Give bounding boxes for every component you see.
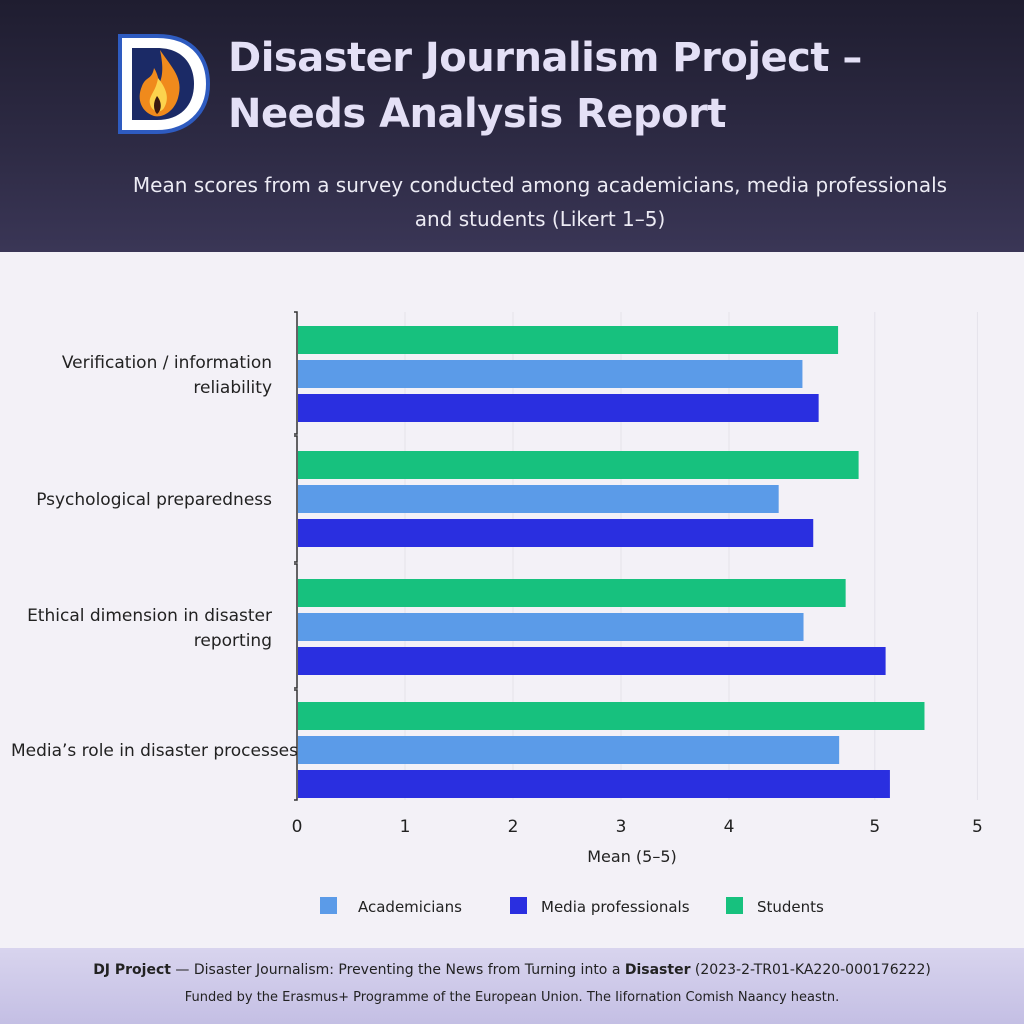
- bar-academicians: [298, 736, 840, 764]
- footer-funding-line: Funded by the Erasmus+ Programme of the …: [184, 990, 840, 1005]
- header-banner: Disaster Journalism Project – Needs Anal…: [0, 0, 1024, 252]
- y-axis-segment: [294, 435, 298, 563]
- footer-project-desc-bold: Disaster: [624, 962, 691, 978]
- y-axis-segment: [294, 563, 298, 689]
- bar-media-professionals: [298, 394, 819, 422]
- legend-swatch-media-professionals: [510, 897, 527, 914]
- page-title: Disaster Journalism Project – Needs Anal…: [228, 30, 862, 142]
- legend-label: Students: [757, 898, 824, 916]
- x-tick-label: 5: [869, 817, 880, 837]
- bar-media-professionals: [298, 647, 886, 675]
- footer-project-code: (2023-2-TR01-KA220-000176222): [690, 962, 931, 978]
- x-axis-label: Mean (5–5): [587, 847, 677, 866]
- x-tick-label: 3: [616, 817, 627, 837]
- category-label: Verification / information: [62, 353, 272, 373]
- footer-project-desc: — Disaster Journalism: Preventing the Ne…: [170, 962, 625, 978]
- bar-media-professionals: [298, 519, 814, 547]
- subtitle-line-2: and students (Likert 1–5): [414, 207, 666, 231]
- bar-academicians: [298, 360, 803, 388]
- legend-swatch-students: [726, 897, 743, 914]
- category-label: Psychological preparedness: [36, 490, 272, 510]
- legend-label: Media professionals: [541, 898, 690, 916]
- category-label: reporting: [194, 631, 272, 651]
- category-label: Media’s role in disaster processes: [11, 741, 298, 761]
- bar-media-professionals: [298, 770, 890, 798]
- x-tick-label: 2: [508, 817, 519, 837]
- title-line-1: Disaster Journalism Project –: [228, 35, 862, 81]
- subtitle-line-1: Mean scores from a survey conducted amon…: [132, 173, 948, 197]
- bar-students: [298, 326, 839, 354]
- x-tick-label: 4: [724, 817, 735, 837]
- category-label: Ethical dimension in disaster: [27, 606, 272, 626]
- bar-academicians: [298, 485, 779, 513]
- footer-project-line: DJ Project — Disaster Journalism: Preven…: [0, 962, 1024, 978]
- category-label: reliability: [193, 378, 272, 398]
- footer-project-name: DJ Project: [93, 962, 171, 978]
- bar-students: [298, 451, 859, 479]
- bar-students: [298, 702, 925, 730]
- legend-swatch-academicians: [320, 897, 337, 914]
- logo-d-flame-icon: [118, 34, 211, 134]
- footer: DJ Project — Disaster Journalism: Preven…: [0, 948, 1024, 1024]
- y-axis-segment: [294, 689, 298, 801]
- x-tick-label: 5: [972, 817, 983, 837]
- x-tick-label: 0: [292, 817, 303, 837]
- subtitle: Mean scores from a survey conducted amon…: [80, 168, 1000, 236]
- legend-label: Academicians: [358, 898, 462, 916]
- bar-academicians: [298, 613, 804, 641]
- bar-chart: 0 1 2 3 4 5 5 Mean (5–5) Verification / informat…: [0, 252, 1024, 948]
- x-tick-label: 1: [400, 817, 411, 837]
- y-axis-segment: [294, 311, 298, 435]
- chart-plot: 0 1 2 3 4 5 5 Mean (5–5) Verification / informat…: [11, 311, 983, 916]
- bar-students: [298, 579, 846, 607]
- title-line-2: Needs Analysis Report: [228, 91, 726, 137]
